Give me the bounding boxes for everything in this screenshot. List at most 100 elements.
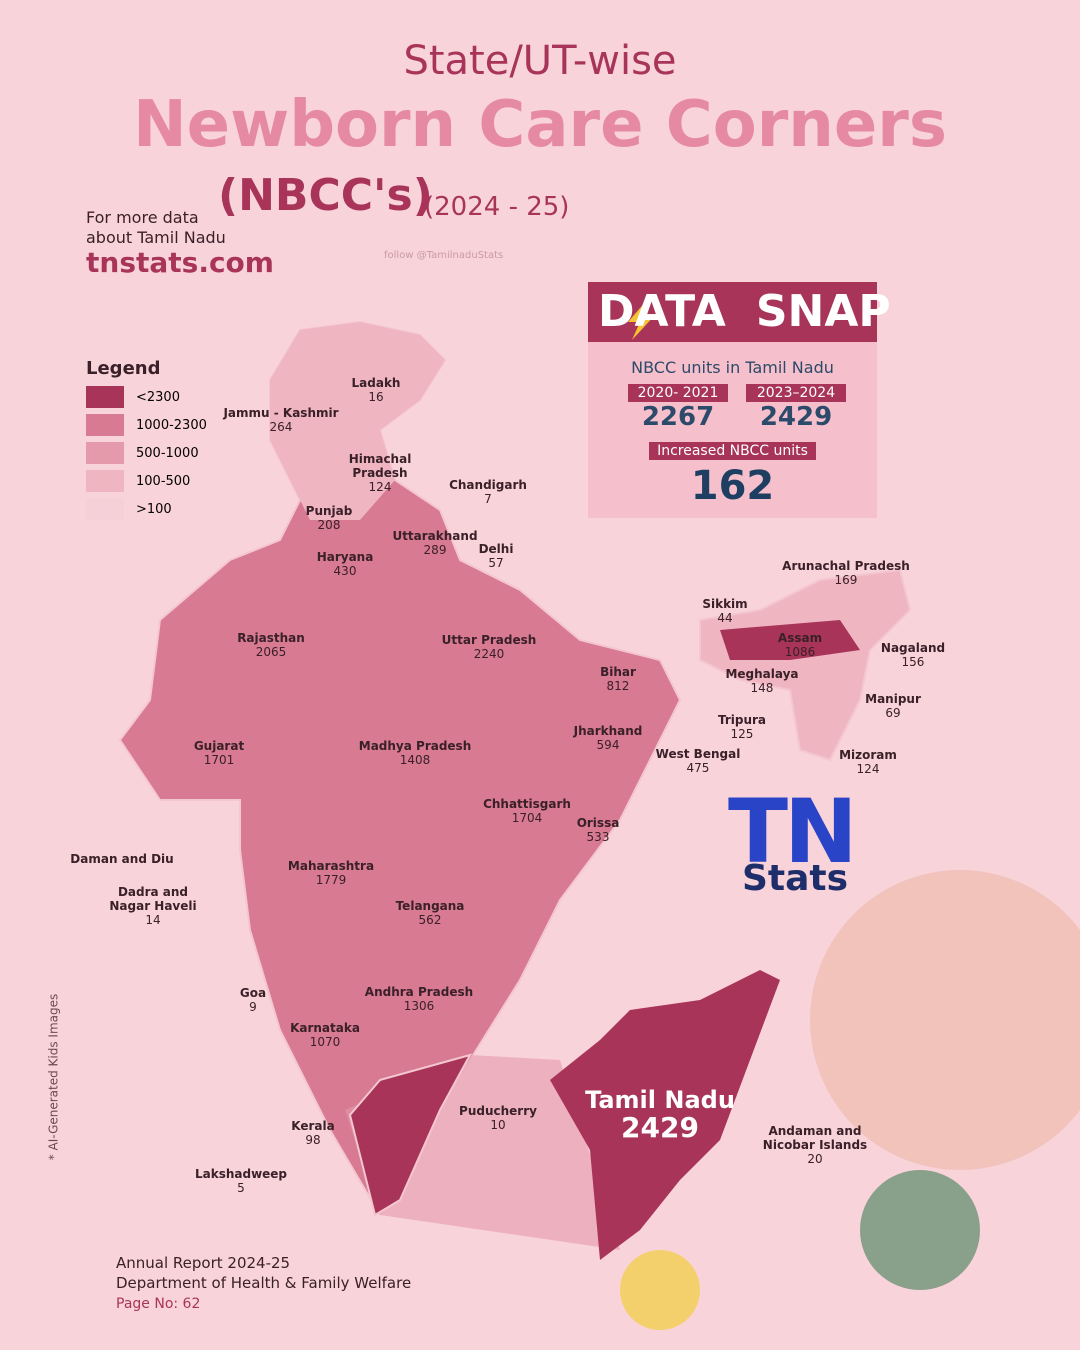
site[interactable]: tnstats.com: [86, 246, 274, 279]
state-name: Punjab: [305, 504, 353, 518]
tamil-nadu-inset: [550, 970, 780, 1260]
state-name: Assam: [777, 631, 823, 645]
legend-item: >100: [86, 498, 172, 520]
state-value: 594: [596, 738, 620, 752]
state-name: Karnataka: [290, 1021, 360, 1035]
state-label: Chandigarh 7: [449, 478, 527, 506]
state-value: 7: [484, 492, 492, 506]
assam: [720, 620, 860, 660]
state-value: 562: [418, 913, 442, 927]
ds-period-label: 2023–2024: [746, 384, 846, 402]
state-name: Andaman and Nicobar Islands: [762, 1124, 868, 1152]
state-label: Andaman and Nicobar Islands 20: [760, 1124, 870, 1166]
state-name: Daman and Diu: [70, 852, 174, 866]
state-value: 156: [901, 655, 925, 669]
state-name: Mizoram: [839, 748, 897, 762]
state-label: Andhra Pradesh 1306: [365, 985, 473, 1013]
state-name: Kerala: [291, 1119, 335, 1133]
state-label: Assam 1086: [778, 631, 822, 659]
state-name: Haryana: [316, 550, 374, 564]
state-label: Bihar 812: [600, 665, 636, 693]
state-value: 1070: [309, 1035, 341, 1049]
state-value: 1779: [315, 873, 347, 887]
state-value: 5: [237, 1181, 245, 1195]
ds-period-value: 2429: [759, 402, 833, 432]
state-name: Nagaland: [880, 641, 946, 655]
title-line1: State/UT-wise: [403, 38, 677, 84]
brand-right: SNAP: [755, 286, 891, 337]
state-name: Bihar: [600, 665, 636, 679]
state-value: 1408: [399, 753, 431, 767]
state-name: Madhya Pradesh: [358, 739, 472, 753]
legend-swatch: [86, 498, 124, 520]
legend-title: Legend: [86, 358, 161, 379]
title: Newborn Care Corners: [133, 88, 947, 162]
state-label: Orissa 533: [577, 816, 620, 844]
logo-word: Stats: [742, 858, 849, 899]
ds-period-value: 2267: [641, 402, 715, 432]
state-value: 124: [856, 762, 880, 776]
state-value: 1086: [784, 645, 816, 659]
state-value: 208: [317, 518, 341, 532]
state-name: Lakshadweep: [194, 1167, 288, 1181]
state-value: 2240: [473, 647, 505, 661]
follow: follow @TamilnaduStats: [384, 250, 504, 261]
state-value: 264: [269, 420, 293, 434]
legend-item: 1000-2300: [86, 414, 207, 436]
state-label: Dadra and Nagar Haveli 14: [108, 885, 198, 927]
state-value: 14: [145, 913, 161, 927]
state-label: Sikkim 44: [702, 597, 747, 625]
state-label: Chhattisgarh 1704: [483, 797, 571, 825]
state-value: 10: [490, 1118, 506, 1132]
legend-swatch: [86, 442, 124, 464]
legend-item: <2300: [86, 386, 180, 408]
legend-label: 1000-2300: [136, 417, 207, 433]
state-label: Rajasthan 2065: [237, 631, 305, 659]
state-name: Jammu - Kashmir: [223, 406, 339, 420]
state-name: Arunachal Pradesh: [782, 559, 910, 573]
state-value: 16: [368, 390, 384, 404]
state-label: Kerala 98: [291, 1119, 334, 1147]
more-data: For more data: [86, 208, 199, 227]
footer-line2: Department of Health & Family Welfare: [116, 1274, 412, 1292]
state-label: Meghalaya 148: [725, 667, 798, 695]
note: * AI-Generated Kids Images: [46, 993, 61, 1161]
state-name: Tripura: [717, 713, 767, 727]
state-name: Uttar Pradesh: [441, 633, 537, 647]
state-name: Maharashtra: [287, 859, 375, 873]
state-name: Chandigarh: [449, 478, 527, 492]
state-name: Orissa: [576, 816, 620, 830]
bolt: [628, 300, 656, 340]
state-name: Jharkhand: [573, 724, 643, 738]
state-value: 533: [586, 830, 610, 844]
state-value: 1306: [403, 999, 435, 1013]
state-name: Gujarat: [193, 739, 245, 753]
state-name: Puducherry: [459, 1104, 537, 1118]
state-label: West Bengal 475: [656, 747, 741, 775]
state-value: 475: [686, 761, 710, 775]
state-name: West Bengal: [655, 747, 741, 761]
state-value: 9: [249, 1000, 257, 1014]
state-value: 57: [488, 556, 504, 570]
ds-increase: Increased NBCC units 162: [588, 440, 877, 509]
state-label: Uttar Pradesh 2240: [442, 633, 537, 661]
state-label: Manipur 69: [865, 692, 921, 720]
state-value: 289: [423, 543, 447, 557]
subtitle: (NBCC's): [218, 170, 433, 221]
legend-item: 500-1000: [86, 442, 199, 464]
legend-label: 100-500: [136, 473, 191, 489]
state-label: Punjab 208: [306, 504, 353, 532]
state-value: 1701: [203, 753, 235, 767]
state-label: Puducherry 10: [459, 1104, 537, 1132]
state-value: 1704: [511, 811, 543, 825]
state-label: Mizoram 124: [839, 748, 897, 776]
state-value: 2065: [255, 645, 287, 659]
state-label: Himachal Pradesh 124: [340, 452, 420, 494]
state-label: Daman and Diu: [70, 852, 173, 866]
toy: [860, 1170, 980, 1290]
state-name: Delhi: [478, 542, 514, 556]
state-label: Lakshadweep 5: [195, 1167, 287, 1195]
state-value: 20: [807, 1152, 823, 1166]
legend-label: >100: [136, 501, 172, 517]
